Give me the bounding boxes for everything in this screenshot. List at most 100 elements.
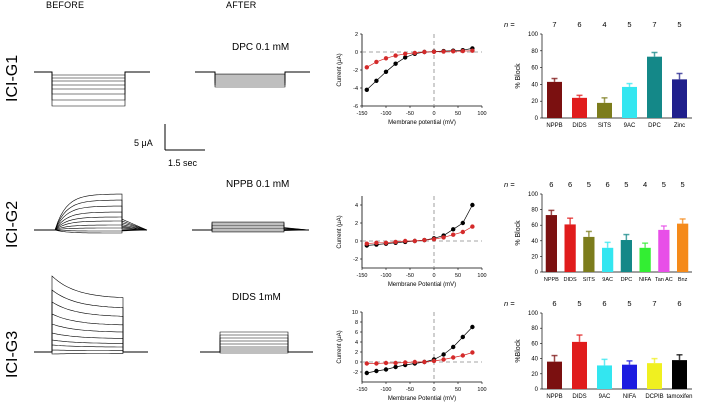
data-point bbox=[451, 227, 456, 232]
data-point bbox=[403, 55, 408, 60]
current-trace bbox=[200, 340, 313, 353]
x-tick-label: -50 bbox=[406, 273, 414, 279]
category-label: DIDS bbox=[564, 277, 577, 283]
current-trace bbox=[195, 71, 310, 80]
current-trace bbox=[200, 331, 313, 353]
current-trace bbox=[195, 71, 310, 82]
data-point bbox=[451, 232, 456, 237]
current-trace bbox=[192, 222, 310, 231]
x-tick-label: 50 bbox=[455, 273, 461, 279]
data-point bbox=[441, 352, 446, 357]
current-trace bbox=[34, 71, 150, 86]
y-tick-label: 100 bbox=[528, 192, 539, 198]
data-point bbox=[431, 237, 437, 242]
y-tick-label: 2 bbox=[355, 32, 358, 38]
current-trace bbox=[192, 228, 310, 231]
y-tick-label: 8 bbox=[355, 320, 358, 326]
x-axis-label: Membrane potential (mV) bbox=[388, 120, 456, 126]
y-tick-label: 60 bbox=[531, 66, 538, 72]
data-point bbox=[441, 49, 446, 54]
data-point bbox=[412, 50, 417, 56]
bar bbox=[677, 223, 689, 272]
bar bbox=[639, 247, 651, 272]
y-tick-label: 2 bbox=[355, 350, 358, 356]
data-point bbox=[364, 241, 369, 246]
y-tick-label: 4 bbox=[355, 340, 358, 346]
current-trace bbox=[192, 224, 310, 231]
n-value: 5 bbox=[627, 20, 631, 29]
trace-family-g1-before bbox=[34, 71, 150, 107]
y-tick-label: 100 bbox=[528, 32, 539, 38]
bar bbox=[547, 361, 562, 389]
y-axis-label: %Block bbox=[515, 339, 522, 363]
bar bbox=[647, 363, 662, 389]
n-label: n = bbox=[504, 180, 515, 189]
category-label: DCPIB bbox=[645, 394, 663, 400]
y-tick-label: -4 bbox=[353, 86, 358, 92]
current-trace bbox=[200, 346, 313, 353]
category-label: tamoxifen bbox=[666, 394, 692, 400]
current-trace bbox=[200, 351, 313, 354]
y-tick-label: -2 bbox=[353, 257, 358, 263]
category-label: NIFA bbox=[639, 277, 652, 283]
block-chart-g1: 0 20 40 60 80 100 % Block n = NPPB 7 DIDS 6 SITS 4 9AC… bbox=[504, 20, 692, 129]
n-value: 7 bbox=[552, 20, 556, 29]
y-tick-label: -6 bbox=[353, 104, 358, 110]
n-value: 6 bbox=[606, 180, 610, 189]
data-point bbox=[383, 367, 389, 372]
current-trace bbox=[34, 205, 148, 231]
data-point bbox=[451, 355, 456, 360]
current-trace bbox=[192, 225, 310, 231]
category-label: NPPB bbox=[544, 277, 559, 283]
n-label: n = bbox=[504, 20, 515, 29]
data-point bbox=[364, 370, 369, 376]
category-label: Zinc bbox=[674, 123, 685, 129]
y-tick-label: -2 bbox=[353, 68, 358, 74]
trace-family-g3-after bbox=[200, 331, 313, 354]
data-point bbox=[383, 69, 389, 74]
current-trace bbox=[200, 337, 313, 353]
data-point bbox=[383, 360, 389, 366]
x-tick-label: -100 bbox=[380, 387, 391, 393]
data-point bbox=[403, 360, 408, 365]
data-point bbox=[374, 240, 379, 245]
bar bbox=[597, 365, 612, 389]
category-label: SITS bbox=[583, 277, 596, 283]
current-trace bbox=[195, 71, 310, 84]
iv-plot-g1: -150 -100 -50 0 50 100 -6 -4 -2 0 2 Membrane potent… bbox=[337, 32, 487, 126]
bar bbox=[583, 236, 595, 272]
current-trace bbox=[34, 229, 148, 232]
data-point bbox=[374, 368, 379, 374]
data-point bbox=[374, 361, 379, 366]
current-trace bbox=[34, 323, 148, 353]
current-trace bbox=[34, 199, 148, 231]
current-trace bbox=[200, 334, 313, 353]
y-tick-label: 20 bbox=[531, 99, 538, 105]
trace-family-g1-after bbox=[195, 71, 310, 88]
n-value: 4 bbox=[602, 20, 606, 29]
y-tick-label: 0 bbox=[355, 360, 358, 366]
current-trace bbox=[34, 351, 148, 355]
current-trace bbox=[34, 275, 148, 353]
data-point bbox=[412, 238, 417, 244]
category-label: DIDS bbox=[572, 123, 586, 129]
x-tick-label: -150 bbox=[356, 387, 367, 393]
data-point bbox=[460, 353, 465, 358]
y-axis-label: Current (μA) bbox=[337, 53, 343, 86]
current-trace bbox=[34, 220, 148, 231]
current-trace bbox=[34, 224, 148, 231]
x-tick-label: 0 bbox=[432, 111, 435, 117]
y-tick-label: -2 bbox=[353, 370, 358, 376]
y-axis-label: Current (μA) bbox=[337, 215, 343, 248]
n-value: 6 bbox=[552, 299, 556, 308]
data-point bbox=[470, 350, 475, 355]
x-axis-label: Membrane Potential (mV) bbox=[388, 282, 456, 288]
after-header: AFTER bbox=[226, 0, 257, 10]
data-point bbox=[393, 53, 398, 58]
category-label: 9AC bbox=[599, 394, 611, 400]
current-trace bbox=[34, 313, 148, 353]
data-point bbox=[364, 361, 369, 366]
n-value: 5 bbox=[587, 180, 591, 189]
data-point bbox=[431, 358, 437, 364]
current-trace bbox=[34, 216, 148, 231]
